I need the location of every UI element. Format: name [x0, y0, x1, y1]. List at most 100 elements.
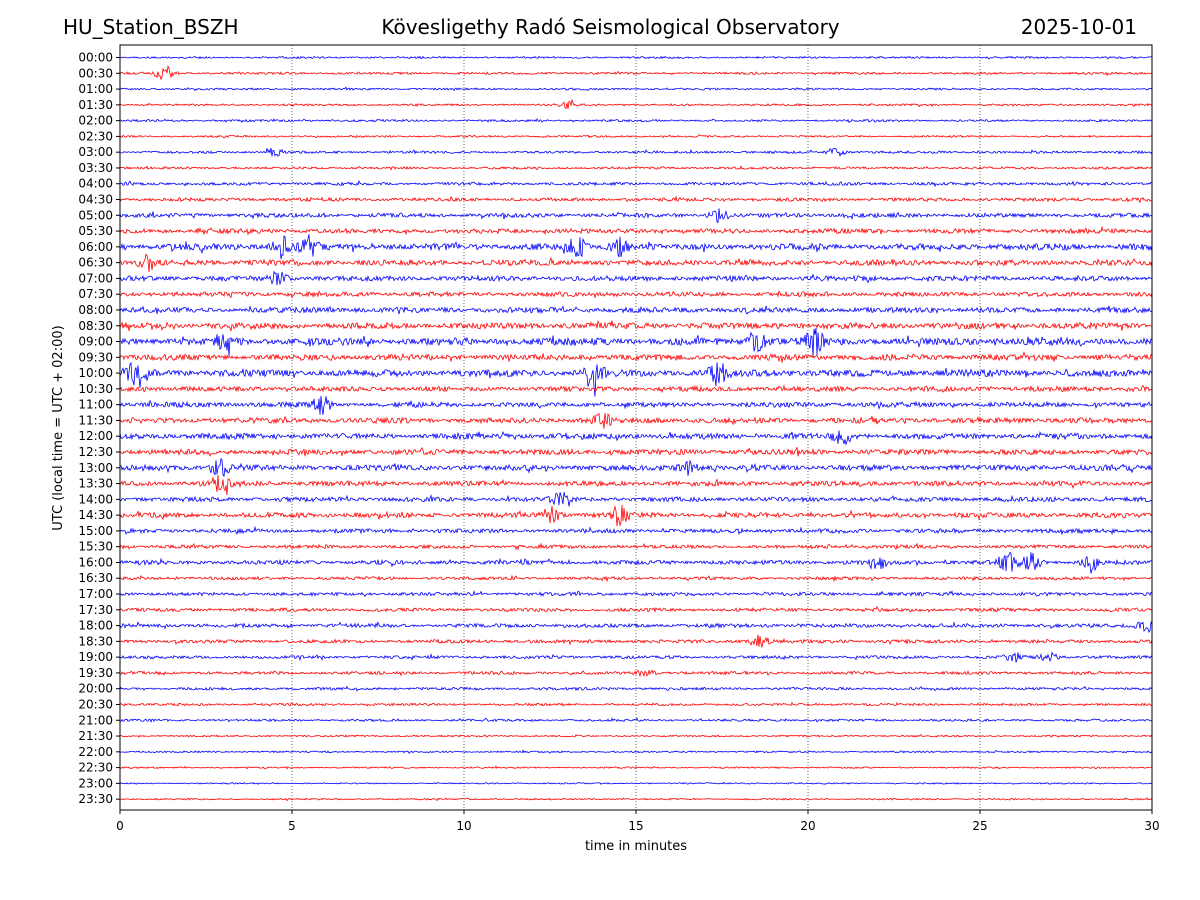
x-ticks: 0 5 10 15 20 25 30 [116, 810, 1160, 833]
y-tick-label: 08:30 [78, 319, 113, 333]
trace-0300 [120, 147, 1152, 158]
trace-0430 [120, 195, 1152, 204]
y-tick-label: 00:30 [78, 66, 113, 80]
trace-0830 [120, 319, 1152, 332]
y-tick-label: 07:00 [78, 271, 113, 285]
trace-1600 [120, 551, 1152, 574]
y-tick-label: 09:00 [78, 335, 113, 349]
y-tick-label: 12:30 [78, 445, 113, 459]
trace-0200 [120, 118, 1152, 124]
x-tick-label: 25 [972, 819, 987, 833]
y-tick-label: 10:30 [78, 382, 113, 396]
trace-0600 [120, 234, 1152, 260]
y-tick-label: 20:00 [78, 682, 113, 696]
y-tick-label: 13:00 [78, 461, 113, 475]
trace-0000 [120, 55, 1152, 60]
trace-1200 [120, 430, 1152, 446]
y-tick-label: 19:30 [78, 666, 113, 680]
trace-1100 [120, 395, 1152, 415]
trace-0630 [120, 253, 1152, 273]
x-tick-label: 20 [800, 819, 815, 833]
y-tick-label: 15:00 [78, 524, 113, 538]
y-tick-label: 21:00 [78, 713, 113, 727]
y-tick-label: 23:30 [78, 792, 113, 806]
x-tick-label: 10 [456, 819, 471, 833]
y-tick-label: 04:30 [78, 193, 113, 207]
y-tick-label: 12:00 [78, 429, 113, 443]
y-tick-label: 06:30 [78, 256, 113, 270]
y-tick-label: 00:00 [78, 51, 113, 65]
y-tick-label: 09:30 [78, 350, 113, 364]
trace-1630 [120, 574, 1152, 583]
grid-lines [291, 45, 981, 810]
trace-2000 [120, 685, 1152, 692]
y-tick-label: 04:00 [78, 177, 113, 191]
trace-0400 [120, 179, 1152, 188]
y-tick-label: 03:00 [78, 145, 113, 159]
y-tick-label: 02:00 [78, 114, 113, 128]
trace-2330 [120, 797, 1152, 802]
trace-1530 [120, 542, 1152, 551]
y-tick-label: 07:30 [78, 287, 113, 301]
x-tick-label: 5 [288, 819, 296, 833]
trace-0730 [120, 290, 1152, 299]
y-tick-label: 10:00 [78, 366, 113, 380]
y-axis-label: UTC (local time = UTC + 02:00) [51, 325, 66, 530]
trace-1830 [120, 634, 1152, 648]
y-tick-label: 01:00 [78, 82, 113, 96]
trace-2130 [120, 733, 1152, 738]
trace-1300 [120, 457, 1152, 478]
y-tick-label: 05:30 [78, 224, 113, 238]
y-tick-label: 15:30 [78, 540, 113, 554]
y-tick-label: 18:00 [78, 619, 113, 633]
trace-group [120, 55, 1152, 802]
y-tick-label: 20:30 [78, 697, 113, 711]
x-tick-label: 15 [628, 819, 643, 833]
trace-0330 [120, 165, 1152, 171]
trace-0500 [120, 208, 1152, 223]
trace-1430 [120, 505, 1152, 527]
trace-1030 [120, 384, 1152, 394]
y-tick-label: 01:30 [78, 98, 113, 112]
y-tick-label: 17:30 [78, 603, 113, 617]
trace-0800 [120, 305, 1152, 315]
y-tick-label: 21:30 [78, 729, 113, 743]
y-tick-label: 19:00 [78, 650, 113, 664]
y-tick-label: 17:00 [78, 587, 113, 601]
trace-1500 [120, 525, 1152, 536]
y-tick-label: 23:00 [78, 776, 113, 790]
chart-date: 2025-10-01 [1020, 15, 1137, 39]
trace-0930 [120, 351, 1152, 363]
y-tick-label: 11:30 [78, 413, 113, 427]
trace-2200 [120, 749, 1152, 754]
trace-0030 [120, 65, 1152, 81]
trace-1700 [120, 589, 1152, 598]
y-tick-label: 14:00 [78, 492, 113, 506]
trace-0900 [120, 327, 1152, 357]
trace-2300 [120, 781, 1152, 785]
trace-0530 [120, 225, 1152, 236]
trace-1230 [120, 446, 1152, 457]
y-tick-label: 18:30 [78, 634, 113, 648]
y-tick-label: 22:30 [78, 761, 113, 775]
x-axis-label: time in minutes [585, 839, 687, 854]
x-tick-label: 30 [1144, 819, 1159, 833]
y-tick-label: 13:30 [78, 477, 113, 491]
trace-2230 [120, 765, 1152, 770]
trace-1930 [120, 669, 1152, 678]
trace-0230 [120, 134, 1152, 139]
trace-0130 [120, 99, 1152, 110]
y-tick-label: 16:30 [78, 571, 113, 585]
y-tick-label: 05:00 [78, 208, 113, 222]
trace-0700 [120, 270, 1152, 286]
y-tick-label: 11:00 [78, 398, 113, 412]
trace-1130 [120, 412, 1152, 429]
x-tick-label: 0 [116, 819, 124, 833]
trace-2030 [120, 701, 1152, 707]
station-code: HU_Station_BSZH [63, 15, 239, 39]
trace-1000 [120, 361, 1152, 397]
y-tick-label: 08:00 [78, 303, 113, 317]
chart-title: Kövesligethy Radó Seismological Observat… [381, 15, 840, 39]
